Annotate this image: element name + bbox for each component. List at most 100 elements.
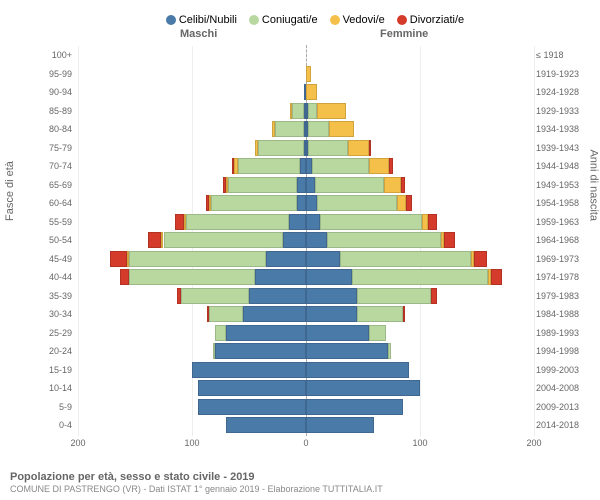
female-segment [306,306,357,322]
female-segment [308,140,348,156]
age-label: 90-94 [38,83,72,102]
birth-year-label: 1954-1958 [536,194,590,213]
female-segment [397,195,406,211]
female-segment [308,121,329,137]
bar-container [78,157,534,176]
female-segment [406,195,412,211]
age-label: 50-54 [38,231,72,250]
birth-year-label: 2009-2013 [536,398,590,417]
pyramid-row: 95-991919-1923 [40,65,590,84]
legend: Celibi/NubiliConiugati/eVedovi/eDivorzia… [40,10,590,28]
male-segment [129,269,254,285]
bar-container [78,176,534,195]
pyramid-row: 15-19 1999-2003 [40,361,590,380]
chart-title: Popolazione per età, sesso e stato civil… [10,470,383,484]
pyramid-row: 0-4 2014-2018 [40,416,590,435]
male-segment [290,103,292,119]
age-label: 15-19 [38,361,72,380]
pyramid-row: 80-84 1934-1938 [40,120,590,139]
pyramid-row: 75-791939-1943 [40,139,590,158]
birth-year-label: 2014-2018 [536,416,590,435]
x-tick-label: 100 [184,438,199,448]
x-tick-label: 0 [303,438,308,448]
male-segment [206,195,209,211]
birth-year-label: 1949-1953 [536,176,590,195]
male-segment [148,232,162,248]
age-label: 80-84 [38,120,72,139]
female-segment [340,251,471,267]
female-segment [388,343,391,359]
male-header: Maschi [180,28,217,40]
male-segment [192,362,306,378]
birth-year-label: 1934-1938 [536,120,590,139]
x-axis: 2001000100200 [78,438,534,454]
chart-subtitle: COMUNE DI PASTRENGO (VR) - Dati ISTAT 1°… [10,484,383,496]
female-segment [306,417,374,433]
female-header: Femmine [380,28,428,40]
male-segment [209,195,211,211]
pyramid-row: 90-94 1924-1928 [40,83,590,102]
female-segment [306,66,311,82]
birth-year-label: 1969-1973 [536,250,590,269]
legend-swatch [166,15,176,25]
pyramid-row: 5-92009-2013 [40,398,590,417]
male-segment [198,399,306,415]
age-label: 65-69 [38,176,72,195]
male-segment [110,251,127,267]
birth-year-label: 1959-1963 [536,213,590,232]
pyramid-row: 45-491969-1973 [40,250,590,269]
male-segment [275,121,304,137]
x-tick-label: 100 [412,438,427,448]
male-segment [129,251,266,267]
birth-year-label: 1964-1968 [536,231,590,250]
plot-area: Fasce di età Anni di nascita 100+≤ 19189… [40,46,590,436]
pyramid-row: 40-441974-1978 [40,268,590,287]
male-segment [228,177,296,193]
female-segment [315,177,383,193]
y-axis-label-left: Fasce di età [4,161,16,221]
legend-item: Divorziati/e [397,14,464,26]
female-segment [369,158,390,174]
bar-container [78,65,534,84]
bar-container [78,361,534,380]
male-segment [209,306,243,322]
pyramid-row: 100+≤ 1918 [40,46,590,65]
male-segment [292,103,303,119]
female-segment [306,343,388,359]
female-segment [320,214,423,230]
x-tick-label: 200 [70,438,85,448]
age-label: 85-89 [38,102,72,121]
male-segment [213,343,215,359]
legend-item: Vedovi/e [330,14,385,26]
pyramid-rows: 100+≤ 191895-991919-192390-94 1924-1928 85… [40,46,590,435]
bar-container [78,305,534,324]
female-segment [306,288,357,304]
birth-year-label: 1979-1983 [536,287,590,306]
female-segment [317,195,397,211]
age-label: 40-44 [38,268,72,287]
female-segment [306,399,403,415]
birth-year-label: 1999-2003 [536,361,590,380]
female-segment [306,269,352,285]
male-segment [297,195,306,211]
bar-container [78,46,534,65]
bar-container [78,398,534,417]
female-segment [389,158,392,174]
female-segment [352,269,489,285]
birth-year-label: 1924-1928 [536,83,590,102]
male-segment [272,121,275,137]
age-label: 20-24 [38,342,72,361]
female-segment [369,140,371,156]
age-label: 0-4 [38,416,72,435]
male-segment [181,288,249,304]
birth-year-label: 1944-1948 [536,157,590,176]
male-segment [215,343,306,359]
female-segment [348,140,369,156]
male-segment [175,214,184,230]
pyramid-row: 50-54 1964-1968 [40,231,590,250]
birth-year-label: 1929-1933 [536,102,590,121]
age-label: 60-64 [38,194,72,213]
female-segment [306,84,317,100]
age-label: 35-39 [38,287,72,306]
legend-swatch [397,15,407,25]
